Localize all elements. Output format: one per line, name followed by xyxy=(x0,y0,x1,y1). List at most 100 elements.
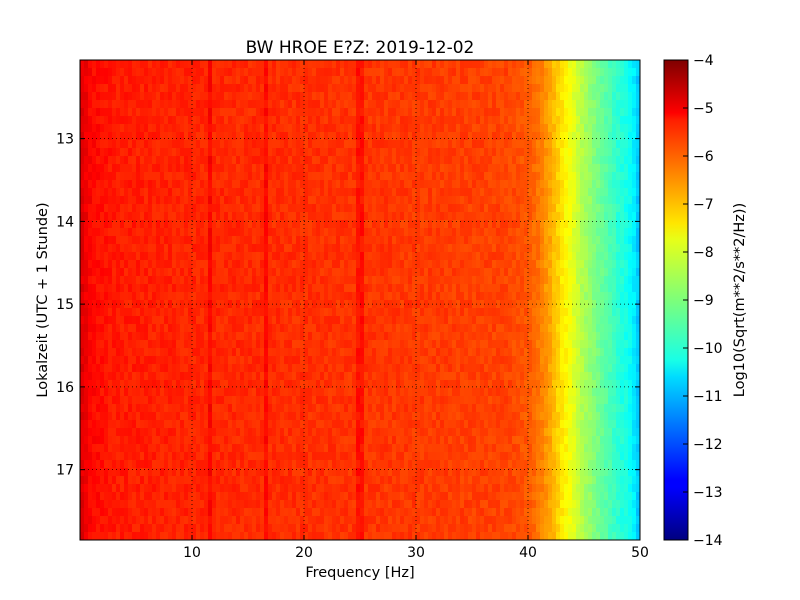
heatmap-cell xyxy=(84,228,89,237)
heatmap-cell xyxy=(500,108,505,117)
heatmap-cell xyxy=(84,196,89,205)
heatmap-cell xyxy=(452,300,457,309)
heatmap-cell xyxy=(580,92,585,101)
heatmap-cell xyxy=(204,332,209,341)
heatmap-cell xyxy=(552,148,557,157)
heatmap-cell xyxy=(256,324,261,333)
heatmap-cell xyxy=(408,68,413,77)
heatmap-cell xyxy=(164,196,169,205)
heatmap-cell xyxy=(376,124,381,133)
heatmap-cell xyxy=(272,84,277,93)
heatmap-cell xyxy=(600,172,605,181)
heatmap-cell xyxy=(232,236,237,245)
heatmap-cell xyxy=(140,164,145,173)
heatmap-cell xyxy=(464,116,469,125)
heatmap-cell xyxy=(624,156,629,165)
heatmap-cell xyxy=(304,108,309,117)
heatmap-cell xyxy=(344,100,349,109)
heatmap-cell xyxy=(256,332,261,341)
heatmap-cell xyxy=(220,180,225,189)
heatmap-cell xyxy=(372,244,377,253)
heatmap-cell xyxy=(100,228,105,237)
heatmap-cell xyxy=(104,220,109,229)
heatmap-cell xyxy=(212,284,217,293)
heatmap-cell xyxy=(612,236,617,245)
heatmap-cell xyxy=(384,172,389,181)
heatmap-cell xyxy=(136,236,141,245)
heatmap-cell xyxy=(568,236,573,245)
heatmap-cell xyxy=(524,236,529,245)
heatmap-cell xyxy=(148,116,153,125)
heatmap-cell xyxy=(508,108,513,117)
heatmap-cell xyxy=(152,132,157,141)
heatmap-cell xyxy=(540,300,545,309)
heatmap-cell xyxy=(288,340,293,349)
heatmap-cell xyxy=(148,284,153,293)
heatmap-cell xyxy=(208,204,213,213)
heatmap-cell xyxy=(624,188,629,197)
heatmap-cell xyxy=(360,164,365,173)
heatmap-cell xyxy=(556,92,561,101)
heatmap-cell xyxy=(480,140,485,149)
heatmap-cell xyxy=(264,204,269,213)
heatmap-cell xyxy=(460,172,465,181)
heatmap-cell xyxy=(332,164,337,173)
heatmap-cell xyxy=(180,156,185,165)
heatmap-cell xyxy=(276,60,281,69)
heatmap-cell xyxy=(556,332,561,341)
heatmap-cell xyxy=(188,268,193,277)
heatmap-cell xyxy=(240,284,245,293)
heatmap-cell xyxy=(500,84,505,93)
heatmap-cell xyxy=(128,60,133,69)
heatmap-cell xyxy=(140,84,145,93)
heatmap-cell xyxy=(604,260,609,269)
heatmap-cell xyxy=(112,140,117,149)
heatmap-cell xyxy=(596,276,601,285)
heatmap-cell xyxy=(632,132,637,141)
heatmap-cell xyxy=(256,300,261,309)
heatmap-cell xyxy=(172,228,177,237)
heatmap-cell xyxy=(92,316,97,325)
heatmap-cell xyxy=(260,260,265,269)
heatmap-cell xyxy=(280,220,285,229)
heatmap-cell xyxy=(140,244,145,253)
heatmap-cell xyxy=(344,340,349,349)
heatmap-cell xyxy=(636,308,641,317)
heatmap-cell xyxy=(560,196,565,205)
heatmap-cell xyxy=(292,188,297,197)
heatmap-cell xyxy=(132,180,137,189)
heatmap-cell xyxy=(108,292,113,301)
heatmap-cell xyxy=(288,132,293,141)
heatmap-cell xyxy=(540,188,545,197)
heatmap-cell xyxy=(404,308,409,317)
heatmap-cell xyxy=(344,252,349,261)
heatmap-cell xyxy=(268,228,273,237)
heatmap-cell xyxy=(80,220,85,229)
heatmap-cell xyxy=(548,316,553,325)
heatmap-cell xyxy=(348,324,353,333)
heatmap-cell xyxy=(428,188,433,197)
heatmap-cell xyxy=(148,84,153,93)
heatmap-cell xyxy=(472,204,477,213)
heatmap-cell xyxy=(88,268,93,277)
heatmap-cell xyxy=(160,172,165,181)
heatmap-cell xyxy=(336,316,341,325)
heatmap-cell xyxy=(460,300,465,309)
heatmap-cell xyxy=(116,308,121,317)
heatmap-cell xyxy=(480,116,485,125)
heatmap-cell xyxy=(532,116,537,125)
heatmap-cell xyxy=(276,284,281,293)
heatmap-cell xyxy=(428,220,433,229)
heatmap-cell xyxy=(260,76,265,85)
heatmap-cell xyxy=(324,164,329,173)
heatmap-cell xyxy=(172,60,177,69)
heatmap-cell xyxy=(456,308,461,317)
heatmap-cell xyxy=(564,124,569,133)
heatmap-cell xyxy=(404,116,409,125)
heatmap-cell xyxy=(392,220,397,229)
heatmap-cell xyxy=(424,100,429,109)
heatmap-cell xyxy=(80,188,85,197)
heatmap-cell xyxy=(540,268,545,277)
heatmap-cell xyxy=(416,308,421,317)
heatmap-cell xyxy=(160,188,165,197)
